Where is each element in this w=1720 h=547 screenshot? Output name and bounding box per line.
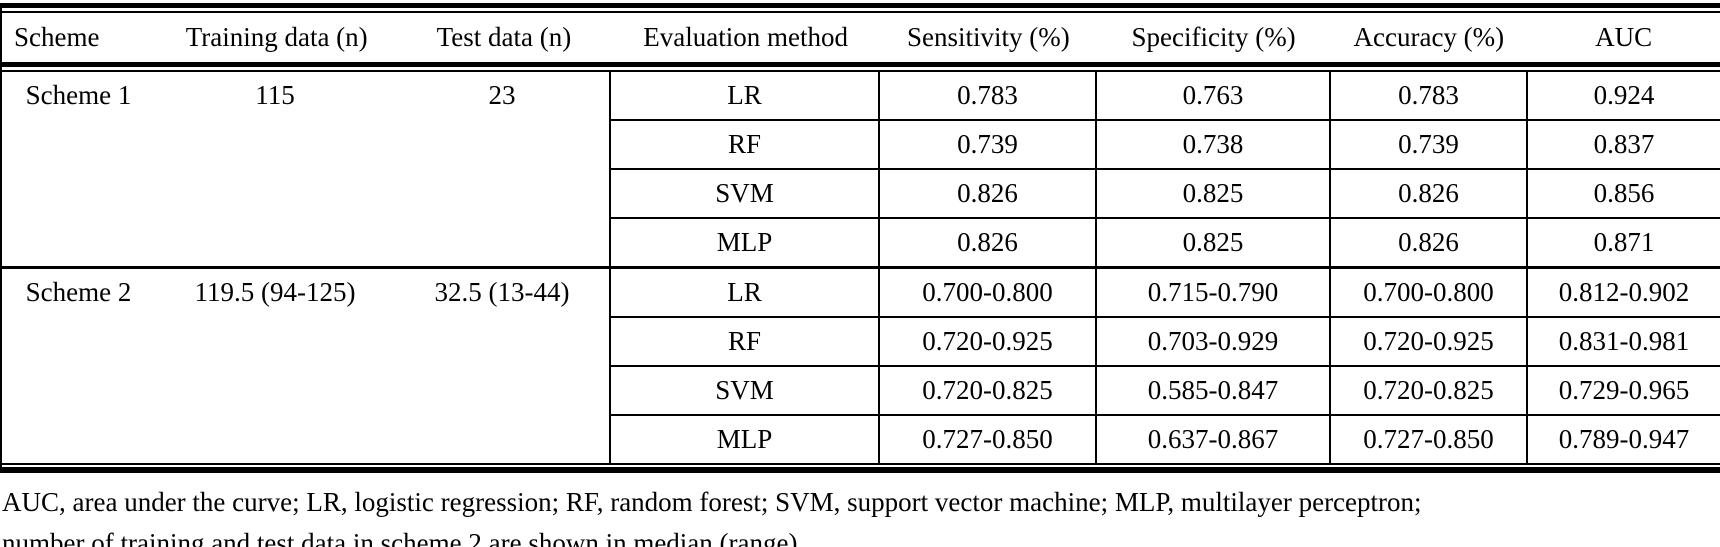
accuracy-cell: 0.720-0.825: [1329, 366, 1527, 416]
auc-cell: 0.924: [1526, 72, 1720, 121]
specificity-cell: 0.585-0.847: [1095, 366, 1330, 416]
specificity-cell: 0.825: [1095, 218, 1330, 269]
accuracy-cell: 0.783: [1329, 72, 1527, 121]
method-cell: LR: [609, 72, 879, 121]
table-row: MLP 0.727-0.850 0.637-0.867 0.727-0.850 …: [2, 415, 1720, 463]
col-header-scheme: Scheme: [14, 22, 100, 52]
auc-cell: 0.837: [1526, 120, 1720, 170]
method-cell: MLP: [609, 415, 879, 463]
table-row: Scheme 2 119.5 (94-125) 32.5 (13-44) LR …: [2, 267, 1720, 318]
sensitivity-cell: 0.720-0.825: [878, 366, 1096, 416]
auc-cell: 0.812-0.902: [1526, 267, 1720, 318]
results-table-body: Scheme 1 115 23 LR 0.783 0.763 0.783 0.9…: [2, 72, 1720, 463]
col-header-accuracy: Accuracy (%): [1353, 22, 1505, 52]
col-header-training-data: Training data (n): [185, 22, 368, 52]
accuracy-cell: 0.826: [1329, 169, 1527, 219]
specificity-cell: 0.825: [1095, 169, 1330, 219]
specificity-cell: 0.763: [1095, 72, 1330, 121]
specificity-cell: 0.637-0.867: [1095, 415, 1330, 463]
method-cell: MLP: [609, 218, 879, 269]
col-header-evaluation-method: Evaluation method: [643, 22, 848, 52]
sensitivity-cell: 0.727-0.850: [878, 415, 1096, 463]
auc-cell: 0.729-0.965: [1526, 366, 1720, 416]
accuracy-cell: 0.826: [1329, 218, 1527, 269]
accuracy-cell: 0.727-0.850: [1329, 415, 1527, 463]
table-header-row: Scheme Training data (n) Test data (n) E…: [2, 13, 1720, 62]
accuracy-cell: 0.720-0.925: [1329, 317, 1527, 367]
method-cell: SVM: [609, 169, 879, 219]
table-bottom-rule: [2, 463, 1720, 473]
accuracy-cell: 0.739: [1329, 120, 1527, 170]
scheme-2-training-cell: 119.5 (94-125): [194, 277, 356, 307]
scheme-1-training-cell: 115: [155, 72, 395, 269]
results-table-container: Scheme Training data (n) Test data (n) E…: [0, 3, 1720, 473]
table-row: MLP 0.826 0.825 0.826 0.871: [2, 218, 1720, 269]
sensitivity-cell: 0.783: [878, 72, 1096, 121]
header-bottom-rule: [2, 62, 1720, 72]
table-row: RF 0.720-0.925 0.703-0.929 0.720-0.925 0…: [2, 317, 1720, 367]
table-row: RF 0.739 0.738 0.739 0.837: [2, 120, 1720, 170]
scheme-2-name-cell: Scheme 2: [25, 277, 132, 307]
footnote-line-2: number of training and test data in sche…: [2, 528, 805, 547]
table-row: SVM 0.720-0.825 0.585-0.847 0.720-0.825 …: [2, 366, 1720, 416]
auc-cell: 0.789-0.947: [1526, 415, 1720, 463]
footnote-line-1: AUC, area under the curve; LR, logistic …: [2, 487, 1422, 517]
auc-cell: 0.856: [1526, 169, 1720, 219]
table-top-rule: [2, 3, 1720, 13]
sensitivity-cell: 0.826: [878, 169, 1096, 219]
col-header-specificity: Specificity (%): [1131, 22, 1296, 52]
scheme-2-test-cell: 32.5 (13-44): [434, 277, 570, 307]
scheme-1-name-cell: Scheme 1: [2, 72, 155, 269]
method-cell: RF: [609, 317, 879, 367]
sensitivity-cell: 0.826: [878, 218, 1096, 269]
method-cell: LR: [609, 267, 879, 318]
col-header-sensitivity: Sensitivity (%): [906, 22, 1070, 52]
table-footnote: AUC, area under the curve; LR, logistic …: [2, 482, 1720, 547]
col-header-test-data: Test data (n): [436, 22, 572, 52]
method-cell: SVM: [609, 366, 879, 416]
sensitivity-cell: 0.700-0.800: [878, 267, 1096, 318]
sensitivity-cell: 0.739: [878, 120, 1096, 170]
accuracy-cell: 0.700-0.800: [1329, 267, 1527, 318]
specificity-cell: 0.715-0.790: [1095, 267, 1330, 318]
specificity-cell: 0.703-0.929: [1095, 317, 1330, 367]
scheme-1-test-cell: 23: [395, 72, 610, 269]
specificity-cell: 0.738: [1095, 120, 1330, 170]
table-row: SVM 0.826 0.825 0.826 0.856: [2, 169, 1720, 219]
auc-cell: 0.831-0.981: [1526, 317, 1720, 367]
auc-cell: 0.871: [1526, 218, 1720, 269]
sensitivity-cell: 0.720-0.925: [878, 317, 1096, 367]
col-header-auc: AUC: [1595, 22, 1653, 52]
method-cell: RF: [609, 120, 879, 170]
table-row: Scheme 1 115 23 LR 0.783 0.763 0.783 0.9…: [2, 72, 1720, 269]
